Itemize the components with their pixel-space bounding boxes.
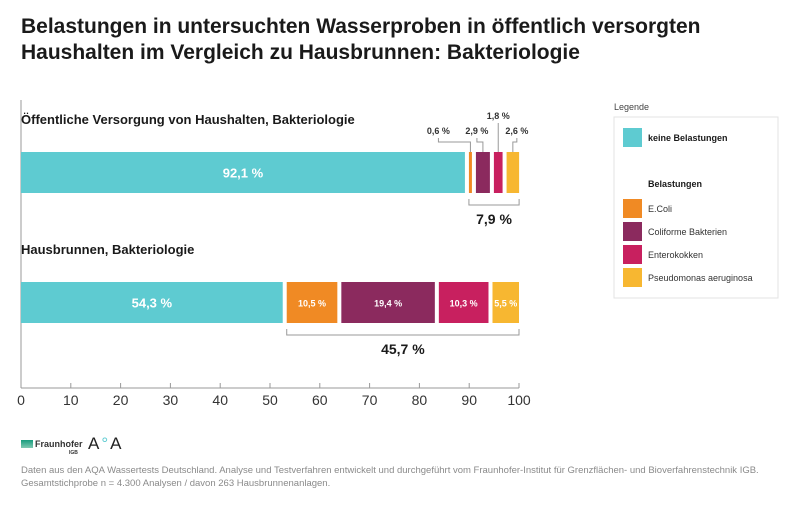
burden-total-label: 7,9 %: [476, 211, 512, 227]
legend-swatch: [623, 245, 642, 264]
x-tick-label: 10: [63, 392, 79, 408]
x-tick-label: 80: [412, 392, 428, 408]
legend-item-label: Pseudomonas aeruginosa: [648, 273, 753, 283]
legend-box: [613, 116, 779, 299]
bar-segment-enterokokken: [438, 282, 489, 323]
bar-segment-pseudomonas-aeruginosa: [492, 282, 519, 323]
bar-segment-coliforme-bakterien: [341, 282, 435, 323]
legend-swatch: [623, 222, 642, 241]
x-tick-label: 20: [113, 392, 129, 408]
segment-value-label: 54,3 %: [132, 296, 173, 311]
legend-swatch: [623, 128, 642, 147]
aqa-logo: A°A: [88, 434, 124, 453]
burden-total-label: 45,7 %: [381, 341, 425, 357]
x-tick-label: 70: [362, 392, 378, 408]
bar-segment-e-coli: [468, 152, 472, 193]
segment-value-label: 19,4 %: [374, 299, 402, 309]
legend-item-label: E.Coli: [648, 204, 672, 214]
legend-group-label: Belastungen: [648, 179, 702, 189]
x-tick-label: 50: [262, 392, 278, 408]
legend-item-label: keine Belastungen: [648, 133, 728, 143]
legend-swatch: [623, 199, 642, 218]
leader-line: [437, 138, 471, 152]
segment-value-label: 10,3 %: [450, 299, 478, 309]
footnote: Daten aus den AQA Wassertests Deutschlan…: [21, 465, 759, 489]
chart-title: Belastungen in untersuchten Wasserproben…: [21, 15, 701, 64]
segment-value-label: 1,8 %: [487, 111, 510, 121]
legend-item-label: Coliforme Bakterien: [648, 227, 727, 237]
x-tick-label: 30: [163, 392, 179, 408]
bar-segment-pseudomonas-aeruginosa: [506, 152, 520, 193]
x-tick-label: 40: [212, 392, 228, 408]
x-tick-label: 90: [461, 392, 477, 408]
segment-value-label: 2,9 %: [465, 126, 488, 136]
legend-title: Legende: [614, 102, 649, 112]
legend-swatch: [623, 268, 642, 287]
burden-bracket: [286, 329, 520, 336]
leader-line: [512, 138, 518, 152]
bar-segment-enterokokken: [493, 152, 503, 193]
bar-chart: 0 10 20 30 40 50 60 70 80 90 100 Öffentliche Versor…: [17, 100, 779, 408]
bar-category-label: Hausbrunnen, Bakteriologie: [21, 242, 194, 257]
segment-value-label: 5,5 %: [494, 299, 517, 309]
leader-line: [476, 138, 484, 152]
legend-item-label: Enterokokken: [648, 250, 703, 260]
bar-segment-keine-belastungen: [21, 282, 283, 323]
segment-value-label: 10,5 %: [298, 299, 326, 309]
bar-segment-e-coli: [286, 282, 338, 323]
segment-value-label: 0,6 %: [427, 126, 450, 136]
segment-value-label: 2,6 %: [505, 126, 528, 136]
x-tick-label: 100: [507, 392, 531, 408]
bar-segment-keine-belastungen: [21, 152, 465, 193]
bar-segment-coliforme-bakterien: [475, 152, 490, 193]
fraunhofer-logo: Fraunhofer IGB: [21, 439, 83, 456]
x-tick-label: 60: [312, 392, 328, 408]
burden-bracket: [468, 199, 520, 206]
bar-category-label: Öffentliche Versorgung von Haushalten, B…: [21, 112, 355, 127]
segment-value-label: 92,1 %: [223, 166, 264, 181]
x-tick-label: 0: [17, 392, 25, 408]
